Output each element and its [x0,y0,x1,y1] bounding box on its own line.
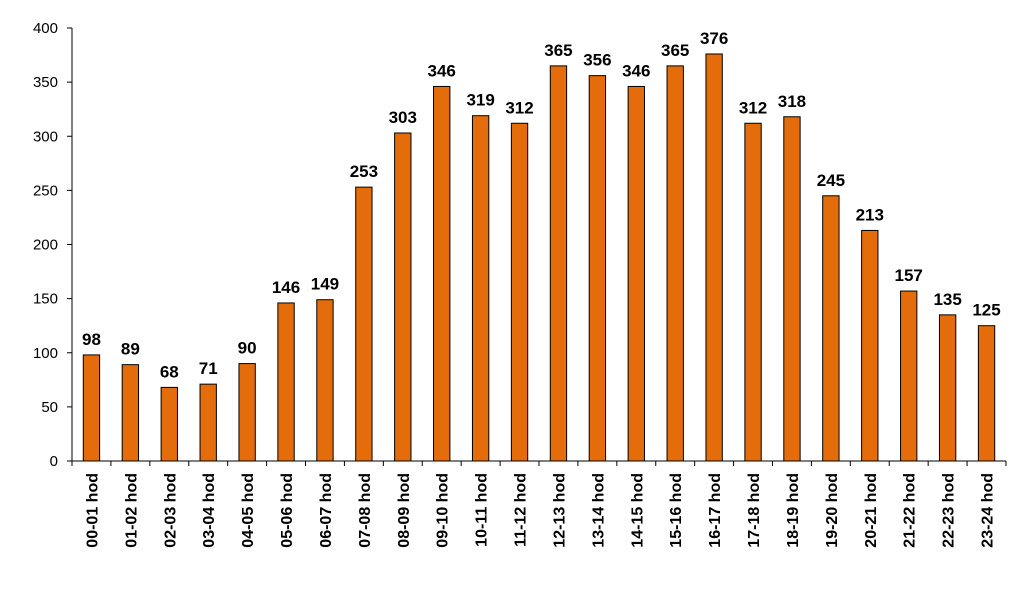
bar [822,195,840,462]
category-label: 17-18 hod [746,473,763,548]
bar [394,132,412,462]
bar [199,383,217,462]
bar [160,386,178,462]
bar [627,85,645,462]
category-label: 22-23 hod [941,473,958,548]
category-label: 08-09 hod [396,473,413,548]
category-labels: 00-01 hod 01-02 hod 02-03 hod 03-04 hod 04-0… [84,473,996,548]
data-label: 98 [82,330,101,349]
bar [238,363,256,462]
data-label: 312 [505,98,533,117]
bar [588,75,607,462]
category-label: 16-17 hod [707,473,724,548]
category-label: 02-03 hod [162,473,179,548]
category-label: 06-07 hod [318,473,335,548]
y-tick-label: 100 [33,345,58,362]
category-label: 12-13 hod [551,473,568,548]
data-label: 149 [311,275,339,294]
category-label: 05-06 hod [279,473,296,548]
category-label: 15-16 hod [668,473,685,548]
y-tick-label: 150 [33,291,58,308]
data-label: 135 [933,290,961,309]
category-label: 23-24 hod [980,473,997,548]
data-label: 146 [272,278,300,297]
data-label: 365 [661,41,689,60]
y-tick-label: 250 [33,182,58,199]
category-label: 13-14 hod [590,473,607,548]
data-label: 376 [700,29,728,48]
category-label: 11-12 hod [513,473,530,547]
bar [977,325,996,462]
data-label: 157 [895,266,923,285]
bar [355,186,373,462]
category-label: 07-08 hod [357,473,374,548]
data-label: 346 [622,61,650,80]
category-label: 21-22 hod [902,473,919,548]
bar [316,299,334,462]
data-label: 319 [466,91,494,110]
category-label: 04-05 hod [240,473,257,548]
y-tick-label: 0 [50,453,58,470]
data-label: 90 [238,339,257,358]
data-label: 213 [856,205,884,224]
category-label: 20-21 hod [863,473,880,548]
data-label: 365 [544,41,572,60]
data-label: 253 [350,162,378,181]
bar [666,65,684,462]
y-tick-label: 400 [33,20,58,37]
category-label: 09-10 hod [435,473,452,548]
bar [82,354,101,462]
category-label: 01-02 hod [123,473,140,548]
y-tick-label: 200 [33,237,58,254]
data-label: 245 [817,171,845,190]
bar [549,65,568,462]
data-labels: 98 89 68 71 90 146 149 253 303 346 319 312 365 356 346… [82,29,1001,381]
data-label: 318 [778,92,806,111]
data-label: 125 [972,301,1000,320]
bar [277,302,295,462]
bar [433,85,451,462]
category-label: 18-19 hod [785,473,802,548]
data-label: 312 [739,98,767,117]
bar [121,364,140,462]
bar [705,53,723,462]
category-label: 03-04 hod [201,473,218,548]
bar [510,122,529,462]
data-label: 356 [583,51,611,70]
y-axis: 0 50 100 150 200 250 300 350 400 [33,20,73,470]
category-label: 10-11 hod [474,473,491,547]
bar [938,314,957,462]
bar [783,116,801,462]
data-label: 71 [199,359,218,378]
bar [900,290,918,462]
data-label: 303 [389,108,417,127]
category-label: 14-15 hod [629,473,646,548]
y-tick-label: 300 [33,128,58,145]
data-label: 89 [121,340,140,359]
bars [82,53,996,462]
data-label: 346 [428,61,456,80]
bar [744,122,762,462]
y-tick-label: 50 [41,399,58,416]
bar [471,115,490,462]
bar [861,229,879,462]
category-label: 00-01 hod [84,473,101,548]
x-axis [71,460,1007,466]
y-tick-label: 350 [33,74,58,91]
data-label: 68 [160,362,179,381]
category-label: 19-20 hod [824,473,841,548]
